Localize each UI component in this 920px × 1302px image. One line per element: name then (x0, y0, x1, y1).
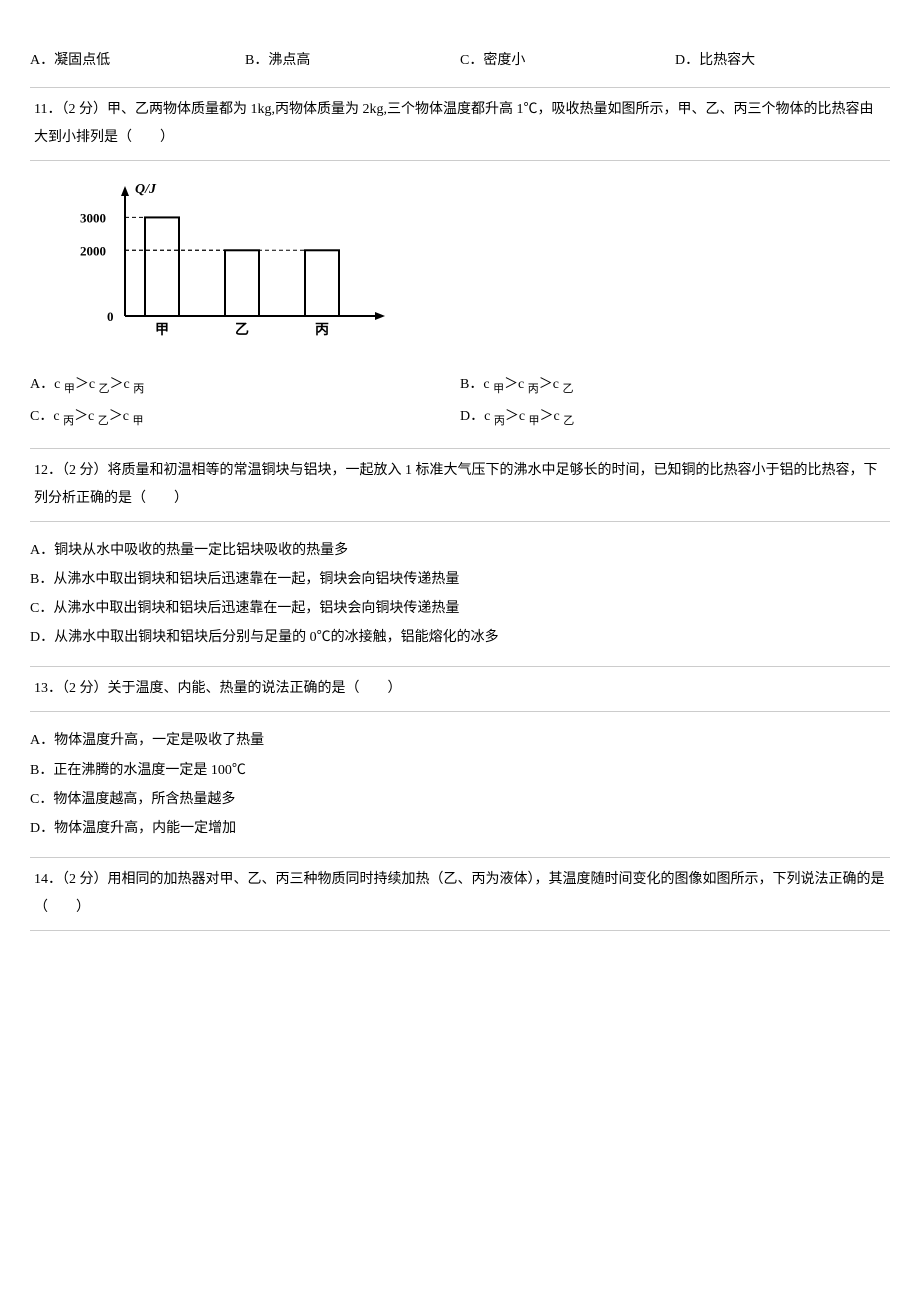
q11-options: A．c 甲＞c 乙＞c 丙 B．c 甲＞c 丙＞c 乙 C．c 丙＞c 乙＞c … (30, 370, 890, 433)
q10-option-c: C．密度小 (460, 48, 675, 73)
q11-stem: 11．（2 分）甲、乙两物体质量都为 1kg,丙物体质量为 2kg,三个物体温度… (34, 102, 873, 145)
q10-option-b: B．沸点高 (245, 48, 460, 73)
q11-stem-box: 11．（2 分）甲、乙两物体质量都为 1kg,丙物体质量为 2kg,三个物体温度… (30, 87, 890, 161)
q13-stem-box: 13．（2 分）关于温度、内能、热量的说法正确的是（ ） (30, 666, 890, 712)
q11-option-d: D．c 丙＞c 甲＞c 乙 (460, 402, 890, 434)
svg-text:3000: 3000 (80, 211, 106, 226)
q14-stem-box: 14．（2 分）用相同的加热器对甲、乙、丙三种物质同时持续加热（乙、丙为液体），… (30, 857, 890, 931)
q11-chart: Q/J020003000甲乙丙物体 (70, 176, 890, 355)
q12-stem-box: 12．（2 分）将质量和初温相等的常温铜块与铝块，一起放入 1 标准大气压下的沸… (30, 448, 890, 522)
q13-option-a: A．物体温度升高，一定是吸收了热量 (30, 726, 890, 755)
q11-bar-chart-svg: Q/J020003000甲乙丙物体 (70, 176, 390, 346)
q10-options: A．凝固点低 B．沸点高 C．密度小 D．比热容大 (30, 48, 890, 73)
q13-options: A．物体温度升高，一定是吸收了热量 B．正在沸腾的水温度一定是 100℃ C．物… (30, 726, 890, 843)
svg-text:丙: 丙 (315, 322, 329, 338)
q12-option-c: C．从沸水中取出铜块和铝块后迅速靠在一起，铝块会向铜块传递热量 (30, 594, 890, 623)
q13-option-d: D．物体温度升高，内能一定增加 (30, 814, 890, 843)
q10-option-d: D．比热容大 (675, 48, 890, 73)
svg-text:0: 0 (107, 309, 114, 324)
q10-option-a: A．凝固点低 (30, 48, 245, 73)
q12-stem: 12．（2 分）将质量和初温相等的常温铜块与铝块，一起放入 1 标准大气压下的沸… (34, 463, 878, 506)
q14-stem: 14．（2 分）用相同的加热器对甲、乙、丙三种物质同时持续加热（乙、丙为液体），… (34, 872, 885, 915)
q12-option-d: D．从沸水中取出铜块和铝块后分别与足量的 0℃的冰接触，铝能熔化的冰多 (30, 623, 890, 652)
q13-stem: 13．（2 分）关于温度、内能、热量的说法正确的是（ ） (34, 681, 402, 696)
q11-option-b: B．c 甲＞c 丙＞c 乙 (460, 370, 890, 402)
svg-text:Q/J: Q/J (135, 182, 157, 197)
q12-option-b: B．从沸水中取出铜块和铝块后迅速靠在一起，铜块会向铝块传递热量 (30, 565, 890, 594)
q12-option-a: A．铜块从水中吸收的热量一定比铝块吸收的热量多 (30, 536, 890, 565)
q11-option-c: C．c 丙＞c 乙＞c 甲 (30, 402, 460, 434)
q13-option-c: C．物体温度越高，所含热量越多 (30, 785, 890, 814)
svg-text:甲: 甲 (155, 322, 169, 338)
q12-options: A．铜块从水中吸收的热量一定比铝块吸收的热量多 B．从沸水中取出铜块和铝块后迅速… (30, 536, 890, 653)
svg-text:2000: 2000 (80, 243, 106, 258)
q13-option-b: B．正在沸腾的水温度一定是 100℃ (30, 756, 890, 785)
q11-option-a: A．c 甲＞c 乙＞c 丙 (30, 370, 460, 402)
svg-text:乙: 乙 (235, 322, 249, 338)
